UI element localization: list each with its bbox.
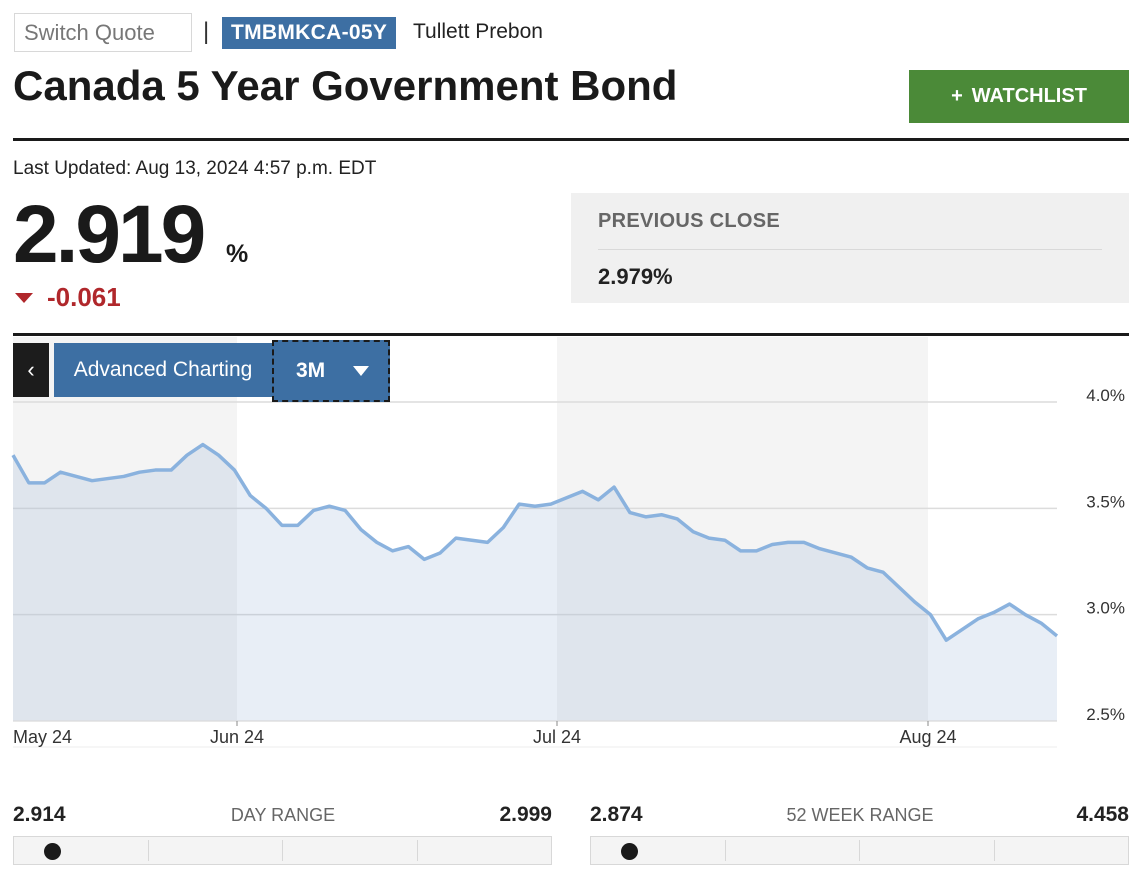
page-title: Canada 5 Year Government Bond xyxy=(13,62,678,109)
week52-range-low: 2.874 xyxy=(590,803,643,826)
month-band xyxy=(13,337,237,721)
plus-icon: + xyxy=(951,85,963,107)
day-range-high: 2.999 xyxy=(499,803,552,826)
symbol-badge: TMBMKCA-05Y xyxy=(222,17,397,49)
week52-range-high: 4.458 xyxy=(1076,803,1129,826)
day-range-label: DAY RANGE xyxy=(230,805,336,825)
time-range-dropdown[interactable]: 3M xyxy=(272,340,390,402)
chart-divider xyxy=(13,333,1129,336)
day-range-low: 2.914 xyxy=(13,803,66,826)
header-separator: | xyxy=(203,18,210,45)
previous-close-panel xyxy=(571,193,1129,303)
add-to-watchlist-button[interactable]: + WATCHLIST xyxy=(909,70,1129,123)
last-updated: Last Updated: Aug 13, 2024 4:57 p.m. EDT xyxy=(13,158,377,179)
y-tick-label: 3.0% xyxy=(1086,599,1125,618)
week52-range-bar xyxy=(590,836,1129,865)
x-tick-label: Jul 24 xyxy=(533,727,581,747)
week52-range-marker xyxy=(621,843,638,860)
advanced-charting-button[interactable]: Advanced Charting xyxy=(54,343,272,397)
x-tick-label: May 24 xyxy=(13,727,72,747)
series-line xyxy=(11,442,1059,642)
switch-quote-input[interactable]: Switch Quote xyxy=(14,13,192,52)
y-tick-label: 3.5% xyxy=(1086,492,1125,511)
week52-range-label: 52 WEEK RANGE xyxy=(786,805,934,825)
series-area xyxy=(13,444,1057,721)
previous-close-label: PREVIOUS CLOSE xyxy=(598,210,781,232)
day-range-bar xyxy=(13,836,552,865)
y-tick-label: 2.5% xyxy=(1086,705,1125,724)
time-range-value: 3M xyxy=(296,359,326,382)
price-chart[interactable]: 4.0% 3.5% 3.0% 2.5% May 24 Jun 24 Jul 24 Aug 24 xyxy=(0,337,1142,757)
down-arrow-icon xyxy=(15,292,33,303)
x-tick-label: Aug 24 xyxy=(899,727,956,747)
price-unit: % xyxy=(226,240,249,268)
data-source: Tullett Prebon xyxy=(413,20,543,43)
chevron-left-icon[interactable]: ‹ xyxy=(13,343,49,397)
watchlist-label: WATCHLIST xyxy=(971,85,1087,107)
chevron-down-icon xyxy=(353,366,370,376)
day-range-marker xyxy=(44,843,61,860)
change-value: -0.061 xyxy=(47,282,121,312)
price-change: -0.061 xyxy=(15,282,121,313)
previous-close-divider xyxy=(598,249,1102,250)
current-price: 2.919 xyxy=(13,189,206,280)
month-band xyxy=(557,337,928,721)
previous-close-value: 2.979% xyxy=(598,264,673,289)
header-divider xyxy=(13,138,1129,141)
x-tick-label: Jun 24 xyxy=(210,727,264,747)
y-tick-label: 4.0% xyxy=(1086,386,1125,405)
